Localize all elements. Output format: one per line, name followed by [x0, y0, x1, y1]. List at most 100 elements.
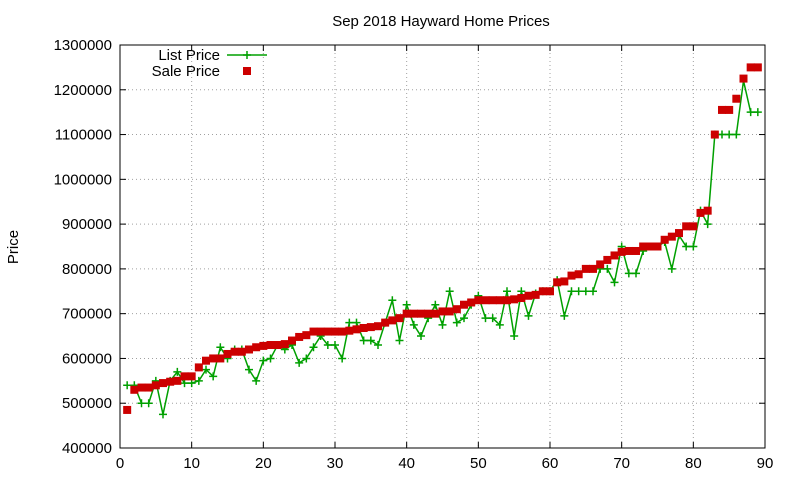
data-point	[689, 242, 698, 251]
data-point	[173, 367, 182, 376]
x-tick-label: 90	[757, 455, 774, 472]
data-point	[488, 314, 497, 323]
x-tick-label: 40	[398, 455, 415, 472]
data-point	[460, 300, 468, 309]
y-tick-label: 900000	[62, 216, 112, 233]
data-point	[266, 354, 275, 363]
data-point	[259, 356, 268, 365]
data-point	[675, 229, 683, 238]
data-point	[345, 318, 354, 327]
data-point	[639, 242, 648, 251]
data-point	[209, 372, 218, 381]
y-tick-label: 500000	[62, 395, 112, 412]
data-point	[538, 287, 547, 296]
data-point	[718, 105, 726, 114]
data-point	[366, 336, 375, 345]
data-point	[725, 105, 734, 114]
data-point	[123, 405, 132, 414]
data-point	[560, 277, 569, 286]
data-point	[610, 278, 619, 287]
data-point	[202, 365, 210, 374]
y-tick-label: 1200000	[54, 82, 112, 99]
data-point	[452, 318, 461, 327]
data-point	[696, 208, 705, 217]
data-point	[331, 341, 339, 350]
y-tick-label: 1100000	[55, 127, 112, 144]
data-point	[388, 316, 397, 325]
data-point	[624, 269, 633, 278]
data-point	[381, 318, 390, 327]
data-point	[488, 296, 497, 305]
chart-title: Sep 2018 Hayward Home Prices	[332, 13, 550, 30]
data-point	[632, 246, 640, 255]
data-point	[718, 130, 726, 139]
data-point	[216, 343, 225, 352]
data-point	[395, 336, 404, 345]
data-point	[517, 293, 526, 302]
data-point	[345, 326, 354, 335]
legend-label: Sale Price	[152, 63, 220, 80]
data-point	[546, 287, 554, 296]
data-point	[374, 341, 382, 350]
data-point	[144, 399, 153, 408]
data-point	[352, 325, 361, 334]
data-point	[151, 381, 160, 390]
y-tick-label: 600000	[62, 350, 112, 367]
data-point	[252, 343, 261, 352]
data-point	[187, 372, 196, 381]
data-point	[753, 108, 762, 117]
data-point	[309, 343, 318, 352]
data-point	[130, 385, 139, 394]
data-point	[187, 379, 196, 388]
data-point	[452, 305, 461, 314]
data-point	[703, 220, 712, 229]
data-point	[553, 278, 562, 287]
data-point	[402, 309, 411, 318]
data-point	[438, 320, 447, 329]
plot-frame	[119, 44, 766, 449]
x-tick-label: 60	[542, 455, 559, 472]
data-point	[495, 296, 504, 305]
data-point	[746, 63, 755, 72]
y-axis-label: Price	[5, 230, 22, 264]
x-tick-label: 0	[116, 455, 124, 472]
data-point	[460, 314, 468, 323]
data-point	[660, 235, 669, 244]
data-point	[288, 336, 296, 345]
series-sale-price	[123, 63, 762, 414]
data-point	[409, 320, 418, 329]
data-point	[309, 327, 318, 336]
data-point	[581, 264, 590, 273]
data-point	[395, 314, 404, 323]
data-point	[388, 296, 397, 305]
x-tick-label: 10	[183, 455, 200, 472]
data-point	[646, 242, 655, 251]
data-point	[617, 247, 626, 256]
data-point	[653, 242, 662, 251]
data-point	[431, 309, 440, 318]
data-point	[137, 383, 146, 392]
y-tick-label: 1000000	[54, 171, 112, 188]
data-point	[739, 74, 748, 83]
data-point	[510, 332, 519, 341]
data-point	[445, 287, 454, 296]
data-point	[424, 309, 433, 318]
data-point	[159, 410, 167, 419]
data-point	[166, 377, 175, 386]
data-point	[567, 271, 576, 280]
data-point	[589, 287, 597, 296]
data-point	[524, 311, 533, 320]
data-point	[610, 251, 619, 260]
data-point	[732, 130, 741, 139]
data-point	[331, 327, 339, 336]
data-point	[295, 332, 304, 341]
data-point	[323, 327, 332, 336]
data-point	[574, 270, 583, 279]
data-point	[581, 287, 590, 296]
data-point	[180, 372, 189, 381]
y-tick-label: 800000	[62, 261, 112, 278]
data-point	[366, 323, 375, 332]
data-point	[323, 341, 332, 350]
